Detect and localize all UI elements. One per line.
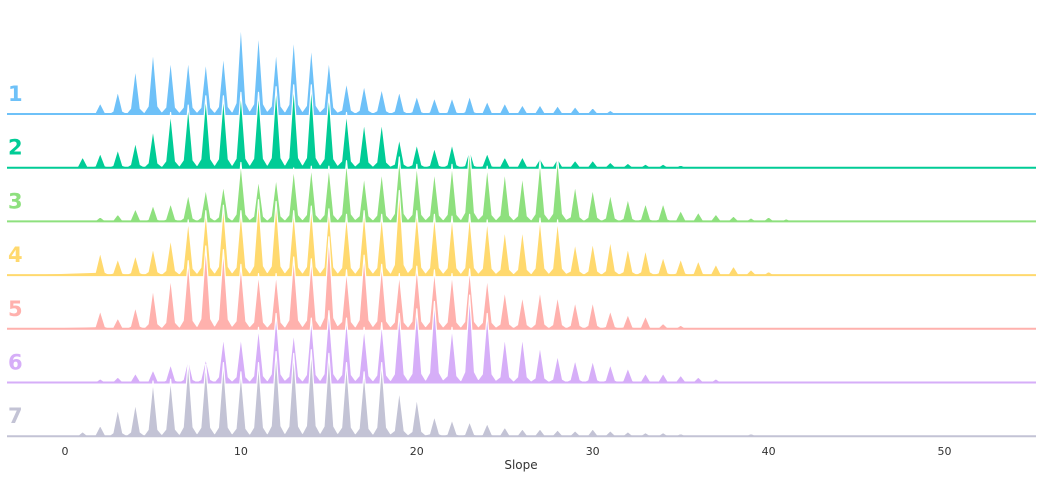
ridge-area-4 [6,189,1037,276]
ridge-label-3: 3 [8,189,23,213]
ridge-5: 5 [6,236,1037,330]
x-tick-label: 30 [586,445,600,458]
ridge-area-7 [6,349,1037,437]
ridge-label-1: 1 [8,82,23,106]
ridge-area-3 [6,147,1037,222]
ridge-label-5: 5 [8,297,23,321]
ridge-6: 6 [6,294,1037,384]
ridge-area-5 [6,236,1037,330]
ridge-7: 7 [6,349,1037,438]
ridge-2: 2 [6,84,1037,169]
x-tick-label: 0 [62,445,69,458]
ridge-4: 4 [6,189,1037,277]
x-tick-label: 20 [410,445,424,458]
x-axis-title: Slope [504,458,537,472]
x-tick-label: 10 [234,445,248,458]
ridge-label-7: 7 [8,404,23,428]
ridge-label-4: 4 [8,243,23,267]
ridge-3: 3 [6,147,1037,223]
x-tick-label: 40 [762,445,776,458]
x-axis: 0 10 20 30 40 50 [62,445,952,458]
ridge-area-2 [6,84,1037,169]
ridge-area-6 [6,294,1037,384]
ridges-group: 1 2 3 4 5 6 7 [6,21,1037,438]
ridge-area-1 [6,21,1037,115]
ridge-1: 1 [6,21,1037,115]
ridge-label-6: 6 [8,351,23,375]
ridge-label-2: 2 [8,136,23,160]
x-tick-label: 50 [938,445,952,458]
